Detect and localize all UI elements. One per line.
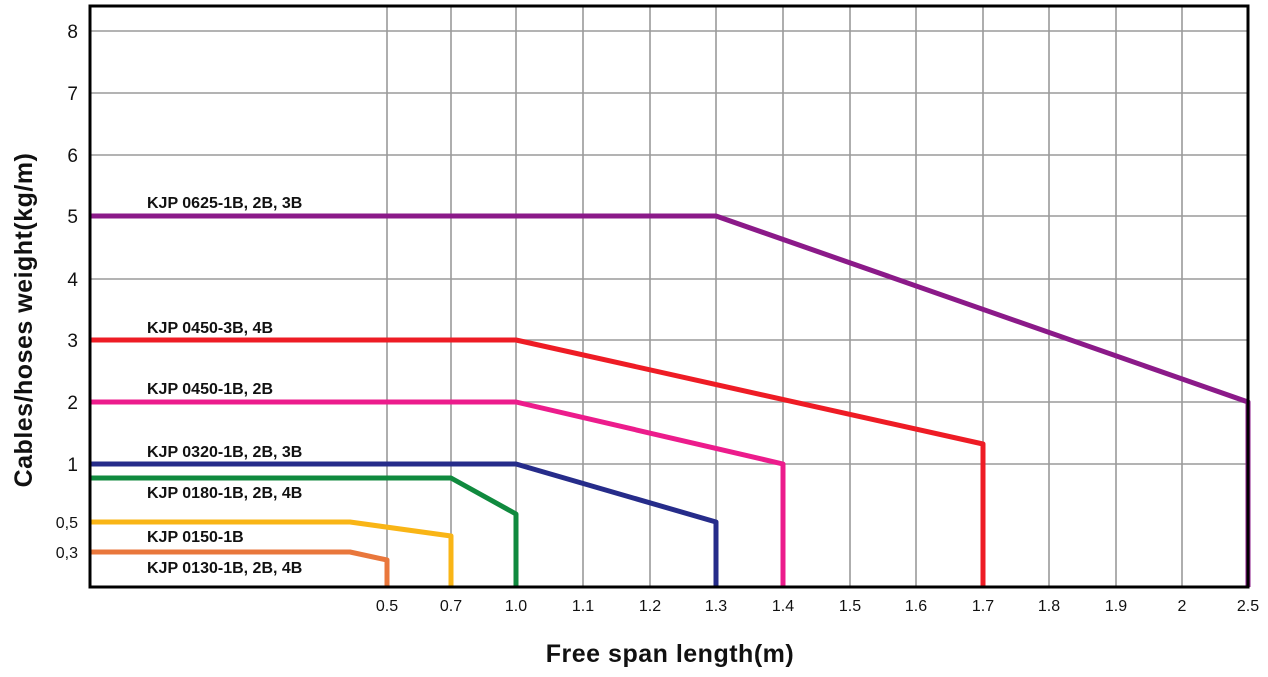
x-tick-label: 1.8: [1038, 598, 1060, 615]
series-label: KJP 0625-1B, 2B, 3B: [147, 195, 302, 212]
series-label: KJP 0180-1B, 2B, 4B: [147, 485, 302, 502]
y-tick-label: 7: [67, 84, 78, 105]
y-tick-label: 3: [67, 331, 78, 352]
x-tick-label: 2: [1178, 598, 1187, 615]
series-line: [90, 337, 986, 587]
series-label: KJP 0320-1B, 2B, 3B: [147, 444, 302, 461]
y-tick-label: 8: [67, 22, 78, 43]
y-tick-label: 0,5: [56, 515, 78, 532]
series-line: [90, 549, 390, 587]
x-tick-label: 1.5: [839, 598, 861, 615]
series-label: KJP 0450-1B, 2B: [147, 381, 273, 398]
series-line: [90, 399, 786, 587]
x-tick-label: 1.6: [905, 598, 927, 615]
y-tick-label: 6: [67, 146, 78, 167]
plot-frame: [88, 4, 1250, 589]
x-tick-label: 1.7: [972, 598, 994, 615]
x-tick-label: 2.5: [1237, 598, 1259, 615]
series-label: KJP 0150-1B: [147, 529, 244, 546]
y-tick-label: 1: [67, 455, 78, 476]
y-tick-label: 5: [67, 207, 78, 228]
x-tick-label: 1.9: [1105, 598, 1127, 615]
x-tick-label: 1.3: [705, 598, 727, 615]
y-axis-label: Cables/hoses weight(kg/m): [10, 152, 38, 488]
y-tick-label: 0,3: [56, 545, 78, 562]
series-label: KJP 0450-3B, 4B: [147, 320, 273, 337]
x-tick-label: 1.2: [639, 598, 661, 615]
x-tick-label: 0.7: [440, 598, 462, 615]
y-tick-label: 2: [67, 393, 78, 414]
x-tick-label: 1.1: [572, 598, 594, 615]
series-line: [90, 475, 519, 587]
x-tick-label: 0.5: [376, 598, 398, 615]
series-line: [90, 519, 454, 587]
y-tick-label: 4: [67, 270, 78, 291]
x-axis-label: Free span length(m): [545, 640, 795, 668]
x-tick-label: 1.0: [505, 598, 527, 615]
series-label: KJP 0130-1B, 2B, 4B: [147, 560, 302, 577]
series-line: [90, 461, 719, 587]
x-tick-label: 1.4: [772, 598, 794, 615]
